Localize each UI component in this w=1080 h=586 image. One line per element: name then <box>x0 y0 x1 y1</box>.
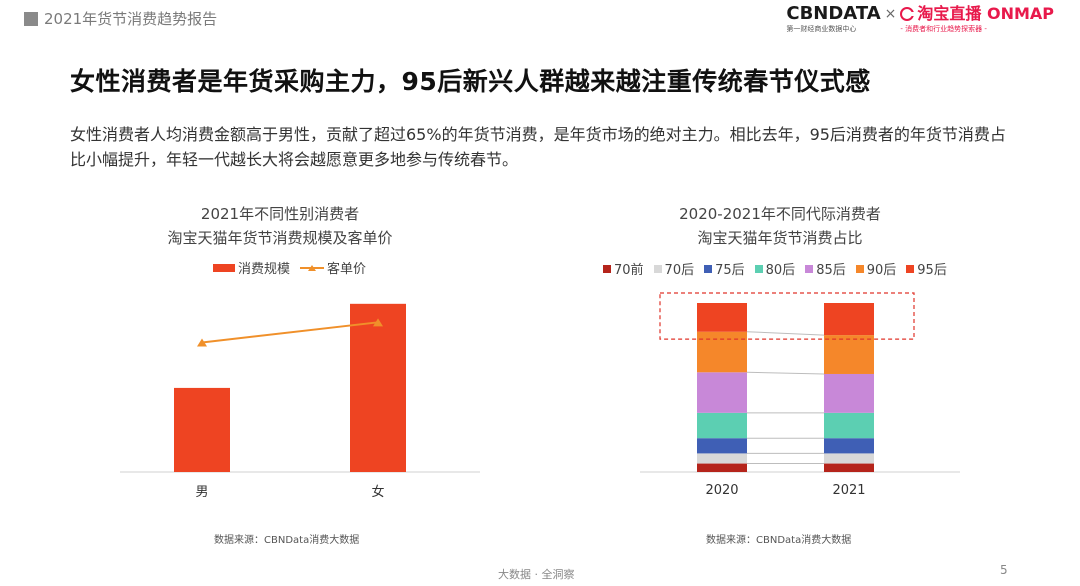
legend-swatch <box>754 264 763 273</box>
generation-chart-title: 2020-2021年不同代际消费者 淘宝天猫年货节消费占比 <box>679 205 881 247</box>
legend-item: 客单价 <box>300 258 366 277</box>
legend-label: 85后 <box>816 263 846 278</box>
gender-chart-source: 数据来源：CBNData消费大数据 <box>214 535 360 546</box>
segment-2021-70后 <box>824 453 874 464</box>
avg-price-point-男 <box>197 338 207 347</box>
legend-item: 80后 <box>754 259 796 278</box>
legend-swatch <box>704 264 713 273</box>
segment-2020-80后 <box>697 412 747 439</box>
legend-label: 95后 <box>917 263 947 278</box>
gender-chart-legend: 消费规模 客单价 <box>213 258 376 277</box>
gender-chart: 男女 <box>120 303 480 500</box>
segment-2021-80后 <box>824 412 874 439</box>
generation-chart: 2020 2021 <box>640 292 960 498</box>
header-square-icon <box>24 11 38 26</box>
legend-item: 70后 <box>653 259 695 278</box>
generation-chart-source: 数据来源：CBNData消费大数据 <box>706 535 852 546</box>
avg-price-line <box>201 321 379 344</box>
segment-2020-95后 <box>697 303 747 332</box>
legend-swatch-line <box>300 264 325 271</box>
segment-2021-95后 <box>824 303 874 336</box>
x-tick-label: 2020 <box>705 483 738 498</box>
segment-2021-70前 <box>824 463 874 472</box>
legend-swatch <box>603 264 611 273</box>
segment-2020-70后 <box>697 453 747 464</box>
legend-item: 75后 <box>704 259 745 278</box>
segment-2020-90后 <box>697 331 747 373</box>
page-description: 女性消费者人均消费金额高于男性，贡献了超过65%的年货节消费，是年货市场的绝对主… <box>70 125 1006 169</box>
bar-女 <box>350 303 406 472</box>
legend-swatch <box>653 264 662 273</box>
segment-2020-85后 <box>697 372 747 413</box>
legend-label: 90后 <box>866 263 897 278</box>
page-number: 5 <box>1000 563 1008 577</box>
segment-2021-90后 <box>824 335 874 374</box>
taobao-live-logo: 淘宝直播 ONMAP - 消费者和行业趋势探索器 - <box>900 4 1054 33</box>
x-tick-label: 女 <box>371 484 384 500</box>
page-headline: 女性消费者是年货采购主力，95后新兴人群越来越注重传统春节仪式感 <box>70 67 871 96</box>
segment-2021-75后 <box>824 438 874 454</box>
legend-item: 90后 <box>855 259 897 278</box>
legend-item: 70前 <box>603 259 644 278</box>
legend-swatch <box>805 264 814 273</box>
avg-price-point-女 <box>373 318 383 327</box>
footer-slogan: 大数据 · 全洞察 <box>498 568 575 581</box>
legend-item: 消费规模 <box>213 258 290 277</box>
legend-swatch <box>855 264 864 273</box>
legend-label: 70后 <box>664 263 695 278</box>
report-header: 2021年货节消费趋势报告 <box>24 8 217 29</box>
x-tick-label: 男 <box>195 485 208 500</box>
legend-label: 80后 <box>765 263 796 278</box>
logo-separator: × <box>884 6 897 22</box>
x-tick-label: 2021 <box>832 483 865 498</box>
segment-2020-75后 <box>697 438 747 454</box>
legend-swatch <box>906 264 915 273</box>
legend-item: 95后 <box>906 259 947 278</box>
highlight-95-box <box>659 292 915 340</box>
bar-男 <box>174 387 230 472</box>
taobao-live-icon <box>900 7 915 21</box>
segment-2020-70前 <box>697 463 747 472</box>
legend-label: 70前 <box>614 263 644 278</box>
legend-swatch-bar <box>213 263 235 272</box>
report-title: 2021年货节消费趋势报告 <box>44 10 218 28</box>
legend-item: 85后 <box>805 259 846 278</box>
segment-2021-85后 <box>824 373 874 413</box>
connector-line <box>746 371 825 375</box>
gender-chart-title: 2021年不同性别消费者 淘宝天猫年货节消费规模及客单价 <box>167 205 393 247</box>
generation-chart-legend: 70前 70后 75后 80后 85后 90后 95后 <box>603 259 957 278</box>
connector-line <box>746 331 825 336</box>
partner-logos: CBNDATA 第一财经商业数据中心 × 淘宝直播 ONMAP - 消费者和行业… <box>786 4 1054 34</box>
cbndata-logo: CBNDATA 第一财经商业数据中心 <box>786 3 881 34</box>
legend-label: 75后 <box>715 263 745 278</box>
